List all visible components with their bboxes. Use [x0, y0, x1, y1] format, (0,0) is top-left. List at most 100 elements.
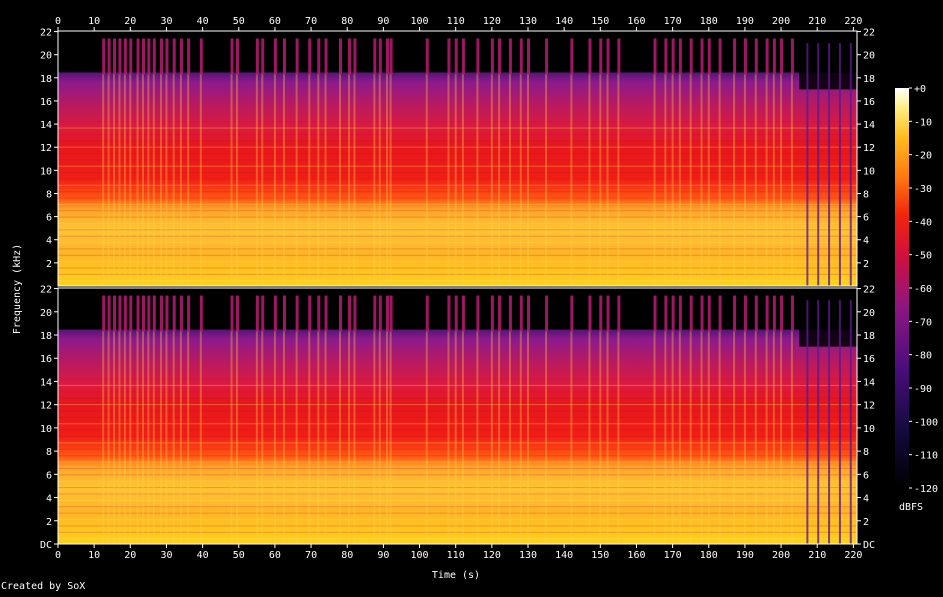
x-tick-label: 210: [808, 16, 826, 27]
transient-top: [255, 295, 259, 332]
transient-body: [617, 74, 620, 287]
transient-top: [519, 38, 523, 75]
transient-body: [136, 331, 139, 544]
y-tick-label: 4: [46, 236, 52, 247]
x-tick-label: 100: [411, 550, 429, 561]
lower-channel-spectrogram: [57, 287, 858, 545]
spectral-band: [58, 436, 857, 438]
transient-body: [689, 331, 692, 544]
transient-top: [187, 38, 191, 75]
x-tick-label: 110: [447, 550, 465, 561]
colorbar-tick-label: -10: [914, 117, 932, 128]
transient-body: [527, 331, 529, 544]
x-tick-label: 20: [124, 16, 136, 27]
transient-top: [425, 295, 429, 332]
x-tick-label: 160: [627, 550, 645, 561]
x-tick-label: 120: [483, 550, 501, 561]
y-tick-label: 18: [40, 74, 52, 85]
transient-top: [123, 295, 127, 332]
transient-top: [519, 295, 523, 332]
x-tick-label: 220: [844, 550, 862, 561]
transient-top: [790, 38, 794, 75]
transient-top: [476, 295, 480, 332]
spectral-band: [58, 165, 857, 167]
fadeout-streak: [838, 300, 841, 544]
colorbar-tick-label: -100: [914, 417, 938, 428]
transient-body: [790, 74, 793, 287]
transient-top: [718, 295, 722, 332]
spectral-band: [58, 197, 857, 199]
transient-top: [147, 38, 151, 75]
y-tick-label: 6: [863, 470, 869, 481]
transient-body: [107, 74, 110, 287]
transient-top: [295, 38, 299, 75]
spectral-band: [58, 480, 857, 482]
transient-body: [165, 74, 168, 287]
transient-body: [386, 74, 388, 287]
transient-body: [386, 331, 388, 544]
transient-body: [199, 74, 202, 287]
transient-top: [689, 38, 693, 75]
transient-body: [707, 74, 710, 287]
transient-body: [308, 331, 311, 544]
fadeout-streak: [817, 43, 820, 287]
transient-top: [353, 38, 357, 75]
y-tick-label: 6: [863, 213, 869, 224]
transient-top: [389, 295, 393, 332]
transient-body: [617, 331, 620, 544]
x-tick-label: 40: [197, 550, 209, 561]
transient-top: [141, 295, 145, 332]
transient-body: [187, 331, 190, 544]
transient-body: [780, 331, 783, 544]
spectral-band: [58, 229, 857, 231]
spectral-band: [58, 267, 857, 269]
transient-body: [689, 74, 692, 287]
transient-body: [230, 74, 233, 287]
transient-body: [317, 74, 320, 287]
transient-body: [545, 331, 548, 544]
transient-body: [324, 331, 327, 544]
transient-body: [187, 74, 190, 287]
transient-body: [172, 331, 175, 544]
x-tick-label: 130: [519, 16, 537, 27]
transient-top: [700, 295, 704, 332]
x-tick-label: 190: [736, 16, 754, 27]
transient-body: [780, 74, 783, 287]
transient-body: [498, 74, 501, 287]
fadeout-streak: [806, 43, 809, 287]
spectral-band: [58, 210, 857, 212]
transient-top: [136, 295, 140, 332]
spectral-band: [58, 159, 857, 161]
transient-body: [754, 74, 757, 287]
transient-top: [733, 38, 737, 75]
transient-top: [765, 38, 769, 75]
transient-top: [707, 38, 711, 75]
transient-body: [308, 74, 311, 287]
spectral-band: [58, 512, 857, 514]
transient-body: [490, 331, 493, 544]
transient-top: [129, 295, 133, 332]
y-tick-label: 6: [46, 470, 52, 481]
transient-top: [273, 295, 277, 332]
colorbar-tick-label: -70: [914, 317, 932, 328]
transient-top: [282, 295, 286, 332]
x-tick-label: 170: [664, 16, 682, 27]
transient-body: [282, 331, 285, 544]
spectral-band: [58, 506, 857, 508]
transient-top: [324, 38, 328, 75]
transient-body: [324, 74, 327, 287]
y-tick-label: 14: [863, 377, 875, 388]
transient-top: [772, 38, 776, 75]
transient-body: [348, 331, 351, 544]
transient-body: [348, 74, 351, 287]
y-tick-label: 14: [40, 120, 52, 131]
transient-top: [230, 38, 234, 75]
transient-top: [308, 38, 312, 75]
transient-top: [107, 295, 111, 332]
transient-top: [317, 38, 321, 75]
y-tick-label: 16: [863, 354, 875, 365]
transient-body: [653, 74, 656, 287]
transient-top: [165, 38, 169, 75]
